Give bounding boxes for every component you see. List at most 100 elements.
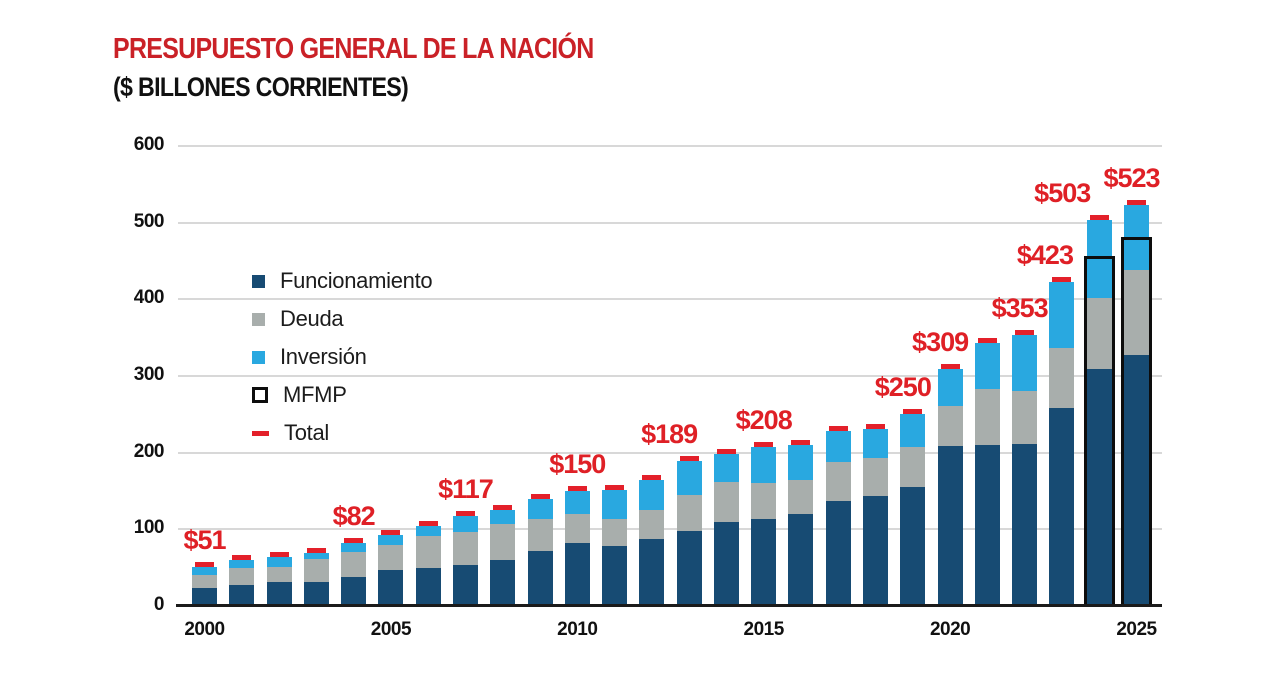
mfmp-outline-2024 xyxy=(1083,256,1115,607)
total-marker-2019 xyxy=(903,409,923,415)
x-tick-2025: 2025 xyxy=(1116,619,1157,640)
y-tick-300: 300 xyxy=(133,364,165,385)
x-tick-2000: 2000 xyxy=(184,619,225,640)
bar-2015-funcionamiento xyxy=(751,519,777,606)
total-label-2010: $150 xyxy=(549,449,606,479)
bar-2004-funcionamiento xyxy=(341,576,367,606)
bar-2001-funcionamiento xyxy=(229,585,255,606)
total-marker-2012 xyxy=(642,474,662,480)
bar-2005-funcionamiento xyxy=(378,569,404,606)
total-marker-2025 xyxy=(1127,200,1146,206)
legend-item-deuda: Deuda xyxy=(252,300,432,338)
gridline-200 xyxy=(178,451,1162,454)
bar-2011-inversion xyxy=(602,490,628,519)
bar-2021-deuda xyxy=(974,389,1000,445)
bar-2006-funcionamiento xyxy=(415,568,441,606)
bar-2010-funcionamiento xyxy=(564,543,590,606)
y-tick-200: 200 xyxy=(133,440,165,462)
total-marker-2016 xyxy=(791,440,811,445)
y-tick-100: 100 xyxy=(133,517,165,539)
bar-2024-deuda xyxy=(1086,297,1112,370)
x-tick-2020: 2020 xyxy=(929,619,971,640)
total-swatch-icon xyxy=(252,430,269,436)
bar-2007-funcionamiento xyxy=(452,565,478,606)
bar-2018-deuda xyxy=(863,458,889,496)
total-marker-2023 xyxy=(1052,276,1072,282)
total-marker-2007 xyxy=(455,511,475,517)
bar-2018-funcionamiento xyxy=(863,495,889,606)
total-label-2000: $51 xyxy=(183,524,226,555)
y-tick-0: 0 xyxy=(153,594,165,615)
chart-subtitle: ($ BILLONES CORRIENTES) xyxy=(113,72,409,102)
total-marker-2001 xyxy=(232,555,252,560)
legend-label-total: Total xyxy=(284,420,329,445)
bar-2014-deuda xyxy=(713,481,739,523)
bar-2014-funcionamiento xyxy=(713,522,739,606)
bar-2000-funcionamiento xyxy=(192,588,217,606)
funcionamiento-swatch-icon xyxy=(252,274,265,288)
bar-2004-deuda xyxy=(341,551,367,577)
total-label-2007: $117 xyxy=(438,474,494,505)
bar-2003-deuda xyxy=(303,559,329,583)
gridline-600 xyxy=(178,145,1162,147)
bar-2003-funcionamiento xyxy=(303,582,329,606)
bar-2022-inversion xyxy=(1012,335,1038,391)
total-marker-2008 xyxy=(493,505,513,511)
total-marker-2004 xyxy=(344,538,364,544)
bar-2003-inversion xyxy=(303,553,329,560)
total-marker-2014 xyxy=(716,449,736,455)
mfmp-outline-2025 xyxy=(1121,237,1152,607)
bar-2025-funcionamiento xyxy=(1124,354,1149,606)
bar-2013-funcionamiento xyxy=(676,530,702,606)
total-marker-2022 xyxy=(1015,330,1035,336)
bar-2020-inversion xyxy=(937,369,963,406)
bar-2015-deuda xyxy=(751,483,777,520)
bar-2019-inversion xyxy=(900,414,926,448)
gridline-400 xyxy=(178,298,1162,301)
bar-2011-funcionamiento xyxy=(602,546,628,606)
bar-2001-inversion xyxy=(229,560,255,569)
bar-2005-deuda xyxy=(378,545,404,570)
bar-2022-deuda xyxy=(1012,390,1038,445)
total-marker-2005 xyxy=(381,530,401,536)
bar-2013-deuda xyxy=(676,494,702,531)
total-label-2015: $208 xyxy=(735,404,793,435)
total-label-2023: $423 xyxy=(1016,239,1074,270)
bar-2016-deuda xyxy=(788,480,814,514)
total-label-2022: $353 xyxy=(991,293,1049,324)
legend-item-funcionamiento: Funcionamiento xyxy=(252,262,433,300)
bar-2024-funcionamiento xyxy=(1086,369,1112,606)
total-marker-2020 xyxy=(940,364,960,370)
x-tick-2015: 2015 xyxy=(743,619,785,640)
bar-2022-funcionamiento xyxy=(1012,444,1038,606)
y-tick-500: 500 xyxy=(133,210,165,232)
total-label-2004: $82 xyxy=(332,501,376,532)
x-tick-2005: 2005 xyxy=(370,619,412,640)
bar-2002-deuda xyxy=(266,566,292,583)
bar-2020-funcionamiento xyxy=(937,445,963,606)
bar-2015-inversion xyxy=(751,446,777,484)
total-marker-2018 xyxy=(866,423,886,429)
mfmp-swatch-icon xyxy=(252,387,268,403)
bar-2010-deuda xyxy=(564,514,590,544)
legend-label-mfmp: MFMP xyxy=(283,382,347,407)
bar-2012-deuda xyxy=(639,510,665,540)
x-axis-line xyxy=(176,604,1162,607)
total-marker-2011 xyxy=(605,485,625,491)
total-marker-2000 xyxy=(195,561,214,567)
bar-2002-inversion xyxy=(266,556,292,567)
bar-2011-deuda xyxy=(602,518,628,547)
total-marker-2013 xyxy=(679,456,699,462)
bar-2025-deuda xyxy=(1124,270,1149,355)
bar-2005-inversion xyxy=(378,535,404,546)
legend-label-funcionamiento: Funcionamiento xyxy=(280,268,433,293)
total-marker-2003 xyxy=(306,548,326,554)
legend-item-total: Total xyxy=(252,414,432,452)
bar-2006-inversion xyxy=(415,525,441,537)
bar-2000-deuda xyxy=(192,574,217,589)
total-marker-2021 xyxy=(977,338,997,344)
total-label-2020: $309 xyxy=(912,327,969,358)
bar-2000-inversion xyxy=(192,566,217,575)
